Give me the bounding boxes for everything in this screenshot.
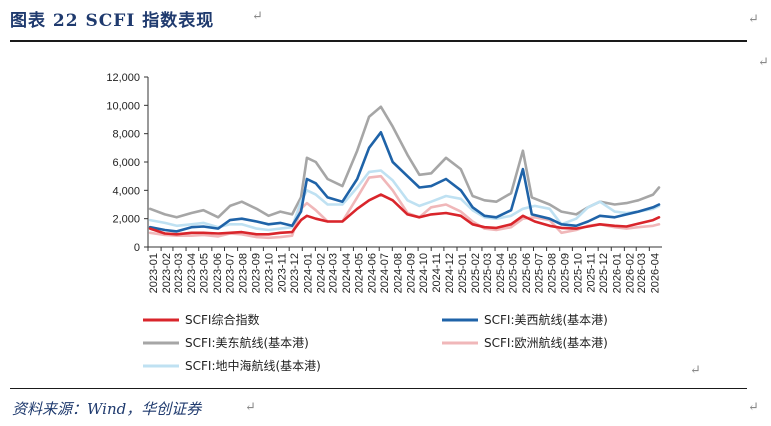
x-tick-label: 2025-01 <box>457 253 469 293</box>
return-mark: ↵ <box>748 12 759 27</box>
legend-label-4: SCFI:地中海航线(基本港) <box>185 358 321 373</box>
chart-legend: SCFI综合指数 SCFI:美西航线(基本港) SCFI:美东航线(基本港) SCFI… <box>143 312 608 373</box>
x-tick-label: 2024-07 <box>379 253 391 293</box>
y-tick-label: 10,000 <box>106 100 140 112</box>
x-tick-label: 2025-02 <box>470 253 482 293</box>
legend-label-0: SCFI综合指数 <box>185 312 259 327</box>
x-tick-label: 2026-02 <box>624 253 636 293</box>
x-tick-label: 2026-01 <box>611 253 623 293</box>
x-tick-label: 2024-05 <box>353 253 365 293</box>
x-tick-label: 2023-12 <box>289 253 301 293</box>
legend-label-2: SCFI:美东航线(基本港) <box>185 335 309 350</box>
chart-title: 图表 22 SCFI 指数表现 <box>10 11 215 31</box>
x-tick-label: 2024-06 <box>367 253 379 293</box>
x-tick-label: 2024-02 <box>315 253 327 293</box>
x-tick-label: 2023-05 <box>199 253 211 293</box>
return-mark: ↵ <box>748 400 759 415</box>
y-tick-label: 6,000 <box>112 157 140 169</box>
chart-axes: 0 2,000 4,000 6,000 8,000 10,000 12,000 2023-01… <box>106 72 662 293</box>
x-tick-label: 2025-05 <box>508 253 520 293</box>
x-tick-label: 2023-04 <box>186 253 198 293</box>
top-rule <box>10 40 747 42</box>
series-line-4 <box>148 169 661 232</box>
x-tick-label: 2023-01 <box>148 253 160 293</box>
y-tick-label: 2,000 <box>112 214 140 226</box>
return-mark: ↵ <box>245 400 256 415</box>
x-tick-label: 2024-03 <box>328 253 340 293</box>
return-mark: ↵ <box>690 363 701 378</box>
x-tick-label: 2023-09 <box>251 253 263 293</box>
source-note: 资料来源：Wind，华创证券 <box>12 400 202 418</box>
y-tick-label: 0 <box>134 242 140 254</box>
x-tick-label: 2026-04 <box>649 253 661 293</box>
series-line-2 <box>148 105 661 219</box>
x-tick-label: 2023-11 <box>277 253 289 293</box>
bottom-rule <box>10 388 747 389</box>
series-line-1 <box>148 131 661 233</box>
x-tick-label: 2023-07 <box>225 253 237 293</box>
x-tick-label: 2023-06 <box>212 253 224 293</box>
x-tick-label: 2025-08 <box>547 253 559 293</box>
x-tick-label: 2025-04 <box>495 253 507 293</box>
x-tick-label: 2023-02 <box>161 253 173 293</box>
x-tick-label: 2025-09 <box>560 253 572 293</box>
y-tick-label: 12,000 <box>106 72 140 84</box>
legend-label-1: SCFI:美西航线(基本港) <box>484 312 608 327</box>
x-tick-label: 2024-09 <box>405 253 417 293</box>
x-tick-label: 2024-01 <box>302 253 314 293</box>
x-tick-label: 2024-04 <box>341 253 353 293</box>
x-tick-label: 2025-03 <box>482 253 494 293</box>
y-tick-label: 4,000 <box>112 185 140 197</box>
return-mark: ↵ <box>758 55 769 70</box>
x-tick-label: 2025-07 <box>534 253 546 293</box>
series-line-0 <box>148 193 661 236</box>
chart-series-lines <box>148 105 661 240</box>
x-tick-label: 2024-12 <box>444 253 456 293</box>
x-tick-label: 2024-10 <box>418 253 430 293</box>
x-tick-label: 2025-06 <box>521 253 533 293</box>
x-tick-label: 2024-08 <box>392 253 404 293</box>
x-tick-label: 2025-12 <box>598 253 610 293</box>
x-tick-label: 2025-11 <box>585 253 597 293</box>
x-tick-label: 2024-11 <box>431 253 443 293</box>
x-tick-label: 2023-10 <box>263 253 275 293</box>
return-mark: ↵ <box>252 9 263 24</box>
x-tick-label: 2025-10 <box>572 253 584 293</box>
x-tick-label: 2023-08 <box>238 253 250 293</box>
x-tick-label: 2026-03 <box>636 253 648 293</box>
y-tick-label: 8,000 <box>112 129 140 141</box>
legend-label-3: SCFI:欧洲航线(基本港) <box>484 335 608 350</box>
x-tick-label: 2023-03 <box>173 253 185 293</box>
